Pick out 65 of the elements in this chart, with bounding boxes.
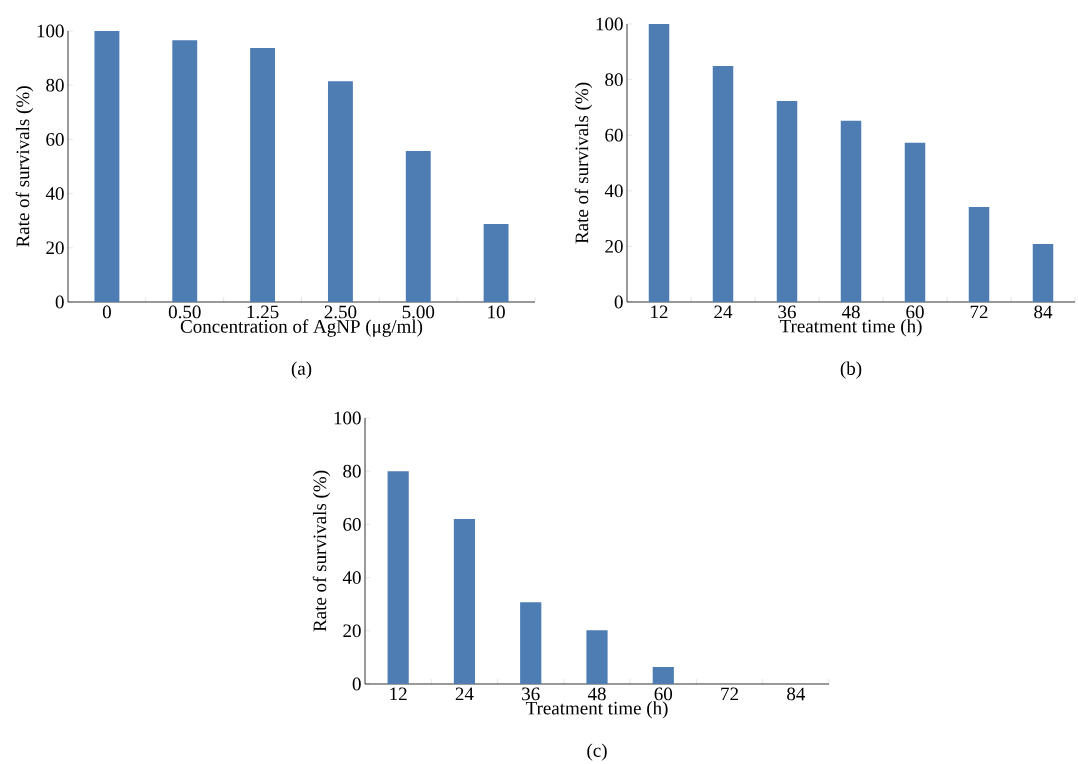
x-tick-label: 72 [721, 687, 739, 701]
y-tick-label: 100 [334, 411, 361, 425]
x-tick-label: 1.25 [247, 305, 279, 319]
bar [327, 81, 353, 302]
text: (c) [587, 743, 607, 761]
y-tick-label: 0 [55, 295, 64, 309]
x-tick-label: 12 [390, 687, 407, 701]
y-tick-label: 100 [37, 24, 64, 38]
bar [648, 23, 670, 302]
x-tick-label: 36 [522, 687, 540, 701]
bar [652, 666, 674, 684]
bar [94, 30, 120, 302]
bar [840, 120, 862, 302]
y-axis-title: Rate of survivals (%) [574, 82, 593, 244]
y-tick-label: 40 [604, 184, 623, 198]
x-tick-label: 60 [906, 305, 924, 319]
x-tick-label: 72 [970, 305, 988, 319]
x-axis-title: Treatment time (h) [779, 319, 922, 337]
bar [172, 40, 198, 302]
x-tick-label: 84 [787, 687, 806, 701]
y-tick-label: 100 [596, 17, 623, 31]
bar [904, 142, 926, 302]
x-tick-label: 36 [778, 305, 796, 319]
y-tick-label: 60 [605, 128, 623, 142]
x-tick-label: 0.50 [168, 305, 201, 319]
x-tick-label: 48 [841, 305, 860, 319]
x-tick-label: 24 [455, 687, 474, 701]
bar [250, 48, 276, 302]
bar [776, 100, 798, 302]
x-tick-label: 24 [714, 305, 733, 319]
y-tick-label: 20 [605, 239, 623, 253]
text: (a) [291, 361, 312, 379]
y-axis-title: Rate of survivals (%) [15, 86, 34, 247]
bar [1032, 243, 1054, 302]
y-tick-label: 80 [605, 73, 623, 86]
x-tick-label: 10 [488, 305, 505, 319]
bar [387, 471, 409, 684]
y-tick-label: 20 [46, 241, 64, 255]
bar [586, 630, 608, 684]
bar [483, 223, 509, 302]
x-tick-label: 12 [651, 305, 668, 319]
y-tick-label: 60 [343, 517, 361, 531]
x-tick-label: 48 [587, 687, 606, 701]
x-tick-label: 2.50 [324, 305, 357, 319]
y-tick-label: 40 [45, 187, 64, 200]
x-tick-label: 84 [1034, 305, 1053, 319]
x-tick-label: 60 [654, 687, 673, 701]
x-tick-label: 5.00 [402, 305, 435, 319]
y-tick-label: 0 [614, 295, 623, 309]
y-axis-title: Rate of survivals (%) [312, 470, 331, 632]
y-tick-label: 20 [343, 624, 361, 638]
y-tick-label: 60 [46, 132, 64, 146]
bar [453, 519, 476, 684]
bar [712, 65, 734, 302]
y-tick-label: 80 [46, 78, 64, 92]
y-tick-label: 0 [352, 677, 361, 691]
y-tick-label: 80 [343, 464, 361, 478]
text: (b) [840, 361, 862, 379]
x-tick-label: 0 [102, 305, 111, 319]
x-axis-title: Treatment time (h) [525, 701, 668, 719]
bar [405, 151, 431, 302]
bar [520, 602, 542, 684]
x-axis-title: Concentration of AgNP (μg/ml) [180, 319, 423, 337]
y-tick-label: 40 [342, 571, 361, 584]
bar [968, 206, 990, 302]
